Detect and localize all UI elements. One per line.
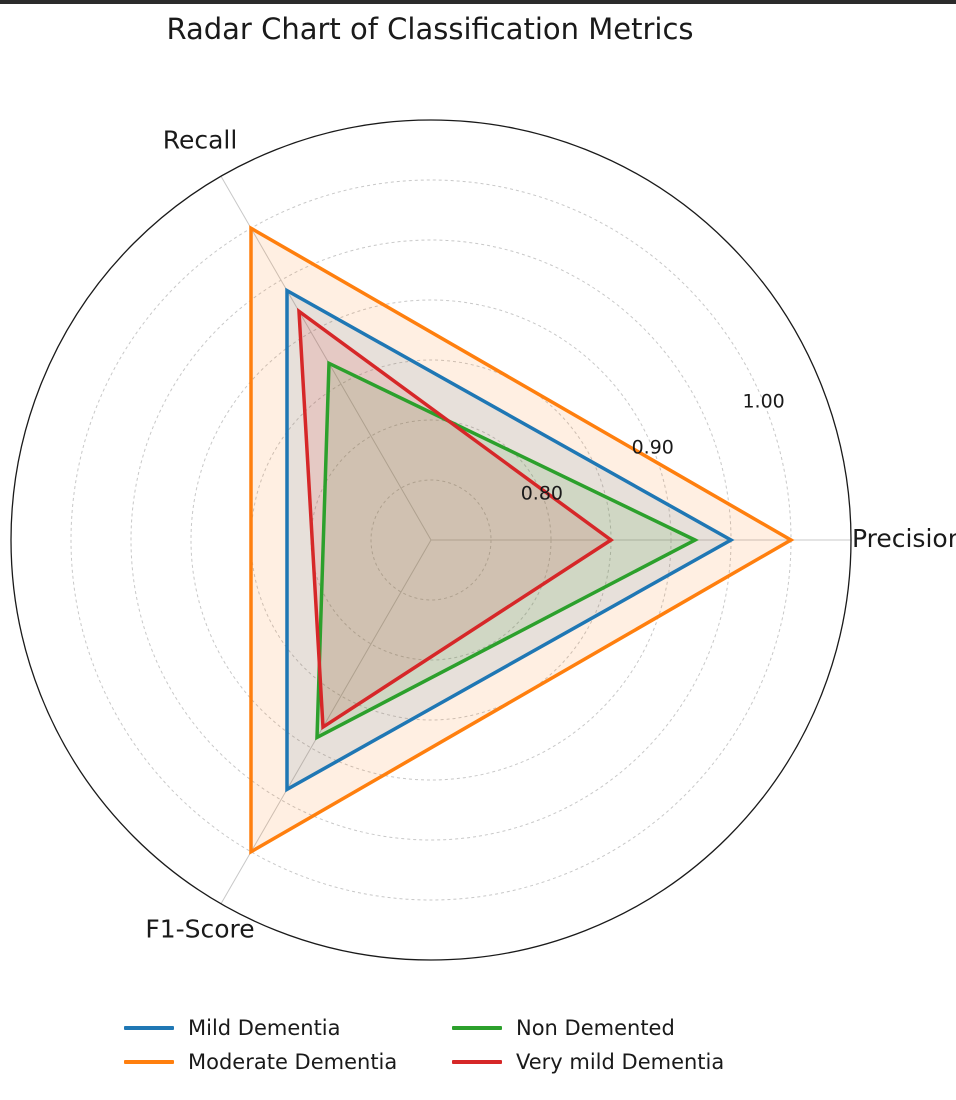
axis-spoke [220, 539, 432, 904]
legend-label: Non Demented [516, 1016, 675, 1040]
legend-swatch [124, 1026, 174, 1030]
legend-swatch [452, 1060, 502, 1064]
series-fill [287, 290, 731, 790]
series-line [285, 287, 735, 793]
legend-item: Moderate Dementia [124, 1050, 452, 1074]
series-line [315, 360, 699, 741]
series-fill [251, 228, 791, 852]
radial-tick-label: 0.80 [521, 483, 563, 505]
legend-item: Non Demented [452, 1016, 752, 1040]
series-line [249, 225, 795, 855]
legend: Mild Dementia Non Demented Moderate Dement… [124, 1016, 764, 1074]
axis-label: Precision [852, 524, 956, 553]
axis-label: F1-Score [145, 915, 254, 944]
series-fill [299, 311, 611, 728]
radar-chart: 0.80 0.90 1.00 Precision Recall F1-Score [10, 119, 956, 961]
radial-tick-label: 0.90 [632, 437, 674, 459]
legend-label: Very mild Dementia [516, 1050, 725, 1074]
legend-label: Mild Dementia [188, 1016, 341, 1040]
axis-label: Recall [163, 125, 238, 154]
series-fill [317, 363, 695, 738]
top-border [0, 0, 956, 4]
radial-tick-label: 1.00 [742, 391, 784, 413]
legend-label: Moderate Dementia [188, 1050, 398, 1074]
legend-item: Mild Dementia [124, 1016, 452, 1040]
legend-item: Very mild Dementia [452, 1050, 752, 1074]
axis-spoke [220, 176, 432, 541]
legend-swatch [452, 1026, 502, 1030]
outer-frame [10, 119, 852, 961]
chart-title: Radar Chart of Classification Metrics [166, 12, 694, 46]
series-line [297, 307, 615, 731]
legend-swatch [124, 1060, 174, 1064]
